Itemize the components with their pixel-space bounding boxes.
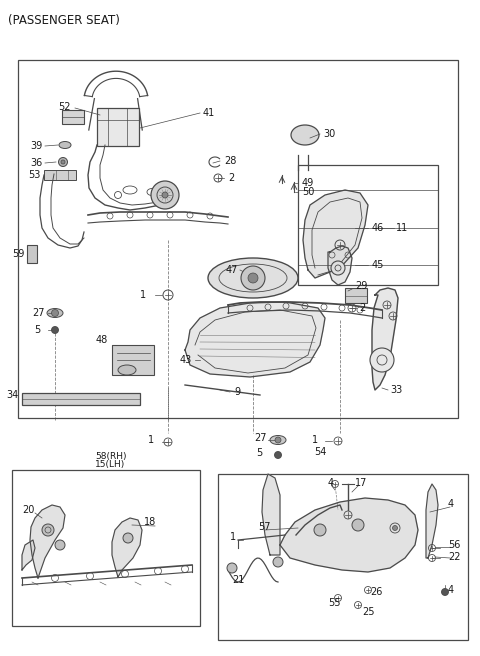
Circle shape (162, 192, 168, 198)
Bar (62, 110, 84, 124)
Text: 21: 21 (232, 575, 244, 585)
Bar (27, 245, 37, 263)
Circle shape (227, 563, 237, 573)
Text: 43: 43 (180, 355, 192, 365)
Text: 50: 50 (302, 187, 314, 197)
Bar (218, 474, 468, 640)
Text: 55: 55 (328, 598, 340, 608)
Text: 58(RH): 58(RH) (95, 451, 127, 461)
Circle shape (51, 327, 59, 333)
Text: 47: 47 (226, 265, 239, 275)
Text: 34: 34 (6, 390, 18, 400)
Polygon shape (280, 498, 418, 572)
Circle shape (123, 533, 133, 543)
Text: 1: 1 (148, 435, 154, 445)
Text: 48: 48 (96, 335, 108, 345)
Circle shape (55, 540, 65, 550)
Circle shape (241, 266, 265, 290)
Circle shape (442, 588, 448, 596)
Text: 5: 5 (34, 325, 40, 335)
Text: 1: 1 (140, 290, 146, 300)
Text: (PASSENGER SEAT): (PASSENGER SEAT) (8, 14, 120, 27)
Bar (18, 60, 458, 418)
Text: 54: 54 (314, 447, 326, 457)
Polygon shape (112, 518, 142, 577)
Text: 27: 27 (254, 433, 266, 443)
Text: 57: 57 (258, 522, 271, 532)
Circle shape (248, 273, 258, 283)
Text: 41: 41 (203, 108, 215, 118)
Text: 52: 52 (58, 102, 71, 112)
Text: 28: 28 (224, 156, 236, 166)
Bar (345, 288, 367, 303)
Circle shape (275, 437, 281, 443)
Circle shape (331, 261, 345, 275)
Text: 2: 2 (228, 173, 234, 183)
Circle shape (275, 451, 281, 459)
Text: 22: 22 (448, 552, 460, 562)
Text: 4: 4 (448, 499, 454, 509)
Ellipse shape (291, 125, 319, 145)
Bar (97, 108, 139, 146)
Polygon shape (30, 505, 65, 578)
Ellipse shape (208, 258, 298, 298)
Text: 27: 27 (32, 308, 45, 318)
Circle shape (393, 525, 397, 531)
Bar (298, 165, 438, 285)
Polygon shape (372, 288, 398, 390)
Circle shape (273, 557, 283, 567)
Polygon shape (22, 540, 35, 570)
Text: 15(LH): 15(LH) (95, 461, 125, 470)
Text: 11: 11 (396, 223, 408, 233)
Ellipse shape (118, 365, 136, 375)
Text: 36: 36 (30, 158, 42, 168)
Text: 2: 2 (359, 303, 365, 313)
Bar (12, 470, 200, 626)
Text: 30: 30 (323, 129, 335, 139)
Circle shape (151, 181, 179, 209)
Text: 1: 1 (230, 532, 236, 542)
Polygon shape (303, 190, 368, 278)
Circle shape (370, 348, 394, 372)
Text: 33: 33 (390, 385, 402, 395)
Polygon shape (328, 246, 352, 285)
Text: 4: 4 (328, 478, 334, 488)
Polygon shape (426, 484, 438, 558)
Circle shape (59, 157, 68, 167)
Ellipse shape (59, 142, 71, 148)
Ellipse shape (270, 436, 286, 445)
Circle shape (51, 310, 59, 316)
Text: 45: 45 (372, 260, 384, 270)
Text: 18: 18 (144, 517, 156, 527)
Text: 56: 56 (448, 540, 460, 550)
Ellipse shape (47, 308, 63, 318)
Text: 4: 4 (448, 585, 454, 595)
Text: 20: 20 (22, 505, 35, 515)
Text: 29: 29 (355, 281, 367, 291)
Text: 49: 49 (302, 178, 314, 188)
Text: 26: 26 (370, 587, 383, 597)
Text: 1: 1 (312, 435, 318, 445)
Text: 9: 9 (234, 387, 240, 397)
Circle shape (352, 519, 364, 531)
Polygon shape (185, 302, 325, 377)
Text: 5: 5 (256, 448, 262, 458)
Bar (44, 170, 76, 180)
Text: 39: 39 (30, 141, 42, 151)
Text: 46: 46 (372, 223, 384, 233)
Polygon shape (262, 474, 280, 555)
Bar (112, 345, 154, 375)
Text: 53: 53 (28, 170, 40, 180)
Circle shape (314, 524, 326, 536)
Circle shape (42, 524, 54, 536)
Bar (22, 393, 140, 405)
Text: 59: 59 (12, 249, 24, 259)
Text: 17: 17 (355, 478, 367, 488)
Circle shape (61, 160, 65, 164)
Text: 25: 25 (362, 607, 374, 617)
